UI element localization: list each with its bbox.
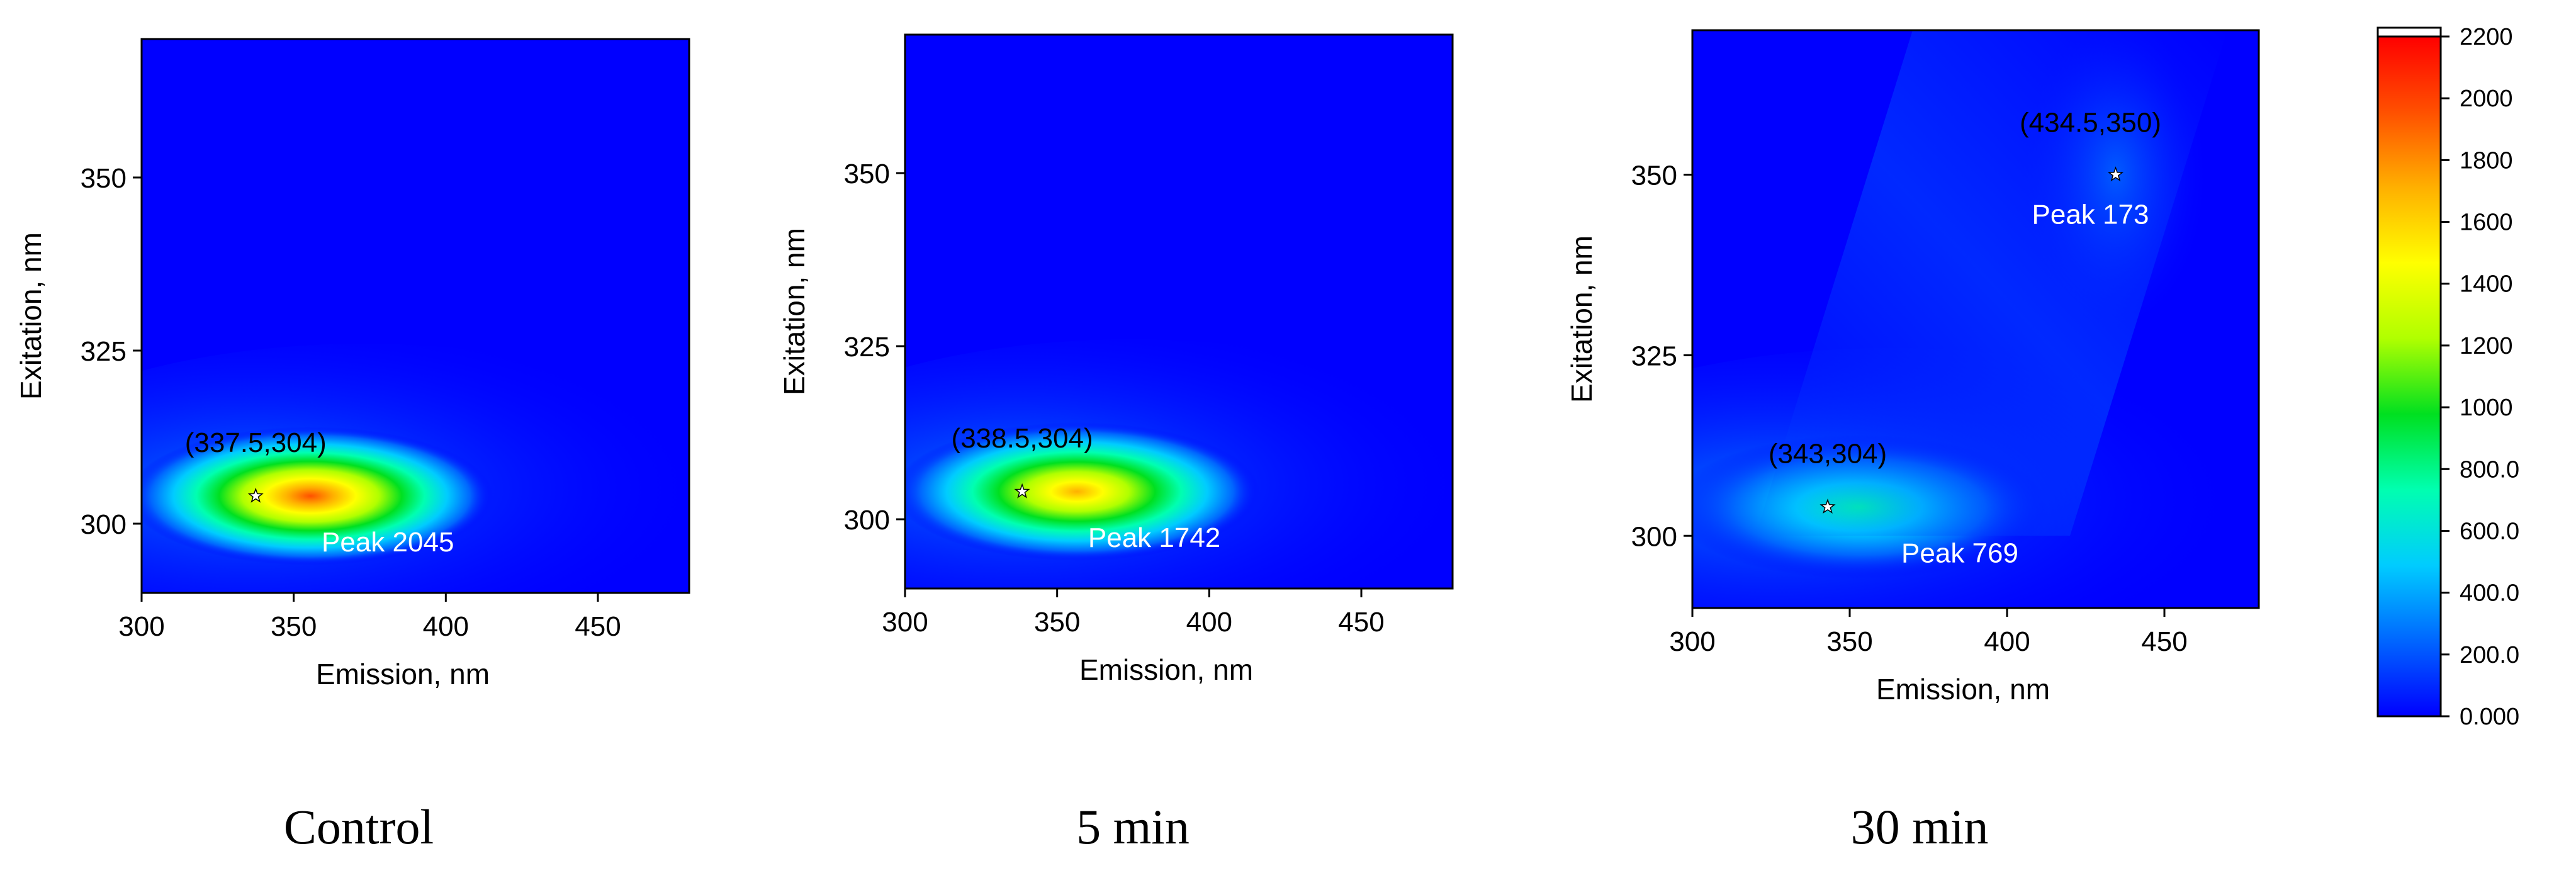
y-tick-label: 300 (844, 505, 890, 536)
panel-caption: 5 min (1076, 799, 1190, 854)
x-axis-label: Emission, nm (316, 658, 490, 690)
x-tick-label: 300 (882, 607, 928, 638)
x-axis-label: Emission, nm (1876, 673, 2050, 706)
colorbar-tick-label: 1400 (2460, 271, 2513, 298)
peak-marker (2107, 166, 2124, 182)
peak-marker (247, 487, 264, 503)
colorbar-tick-label: 1800 (2460, 147, 2513, 174)
fluorescence-peak-region (905, 422, 1259, 561)
plot-frame (1691, 29, 2260, 609)
x-tick-label: 450 (2141, 626, 2187, 657)
y-tick-label: 350 (81, 163, 127, 194)
y-tick-label: 350 (1631, 161, 1677, 191)
peak-marker (1820, 498, 1836, 514)
heatmap-panel-1: 300 350 400 450 300 325 350 Emission, nm Exitati… (778, 33, 1454, 854)
x-tick-label: 400 (423, 611, 469, 642)
colorbar-tick-label: 2200 (2460, 24, 2513, 50)
x-tick-label: 350 (1826, 626, 1872, 657)
peak-value-label: Peak 1742 (1088, 522, 1220, 553)
x-tick-label: 350 (1034, 607, 1080, 638)
colorbar-tick-label: 1000 (2460, 395, 2513, 421)
colorbar-tick-label: 400.0 (2460, 580, 2519, 607)
x-tick-label: 300 (1669, 626, 1715, 657)
colorbar-tick-label: 0.000 (2460, 704, 2519, 730)
peak-marker (1014, 483, 1030, 498)
x-tick-label: 450 (1338, 607, 1384, 638)
colorbar: 0.000 200.0 400.0 600.0 800.0 1000 1200 1400 160… (2376, 24, 2519, 730)
colorbar-tick-label: 600.0 (2460, 518, 2519, 544)
y-tick-label: 325 (1631, 341, 1677, 371)
colorbar-tick-label: 200.0 (2460, 642, 2519, 668)
heatmap-panel-0: 300 350 400 450 300 325 350 Emission, nm Exitati… (14, 38, 690, 854)
y-axis-label: Exitation, nm (778, 228, 811, 395)
y-tick-label: 325 (844, 332, 890, 363)
y-tick-label: 350 (844, 159, 890, 189)
x-tick-label: 400 (1984, 626, 2030, 657)
peak-coordinate-label: (434.5,350) (2020, 108, 2161, 138)
x-tick-label: 300 (118, 611, 164, 642)
y-axis-label: Exitation, nm (1565, 235, 1598, 403)
x-tick-label: 400 (1186, 607, 1232, 638)
y-tick-label: 325 (81, 336, 127, 367)
peak-value-label: Peak 173 (2032, 200, 2149, 230)
fluorescence-peak-region (142, 427, 493, 565)
colorbar-overflow-cap (2376, 26, 2442, 38)
colorbar-tick-label: 800.0 (2460, 456, 2519, 483)
peak-value-label: Peak 2045 (322, 527, 454, 558)
y-tick-label: 300 (1631, 521, 1677, 552)
plot-frame (904, 33, 1454, 590)
x-axis-label: Emission, nm (1079, 653, 1253, 686)
panel-caption: 30 min (1851, 799, 1989, 854)
colorbar-scale (2376, 35, 2442, 718)
peak-value-label: Peak 769 (1901, 538, 2018, 568)
colorbar-tick-label: 2000 (2460, 86, 2513, 112)
y-axis-label: Exitation, nm (14, 232, 47, 400)
peak-coordinate-label: (338.5,304) (952, 423, 1093, 454)
colorbar-tick-label: 1600 (2460, 210, 2513, 236)
y-tick-label: 300 (81, 509, 127, 540)
x-tick-label: 450 (575, 611, 621, 642)
panel-caption: Control (284, 799, 434, 854)
x-tick-label: 350 (271, 611, 317, 642)
peak-coordinate-label: (337.5,304) (185, 427, 327, 458)
plot-frame (140, 38, 690, 594)
diffuse-band (1755, 30, 2227, 536)
peak-coordinate-label: (343,304) (1769, 438, 1887, 469)
colorbar-tick-label: 1200 (2460, 333, 2513, 359)
